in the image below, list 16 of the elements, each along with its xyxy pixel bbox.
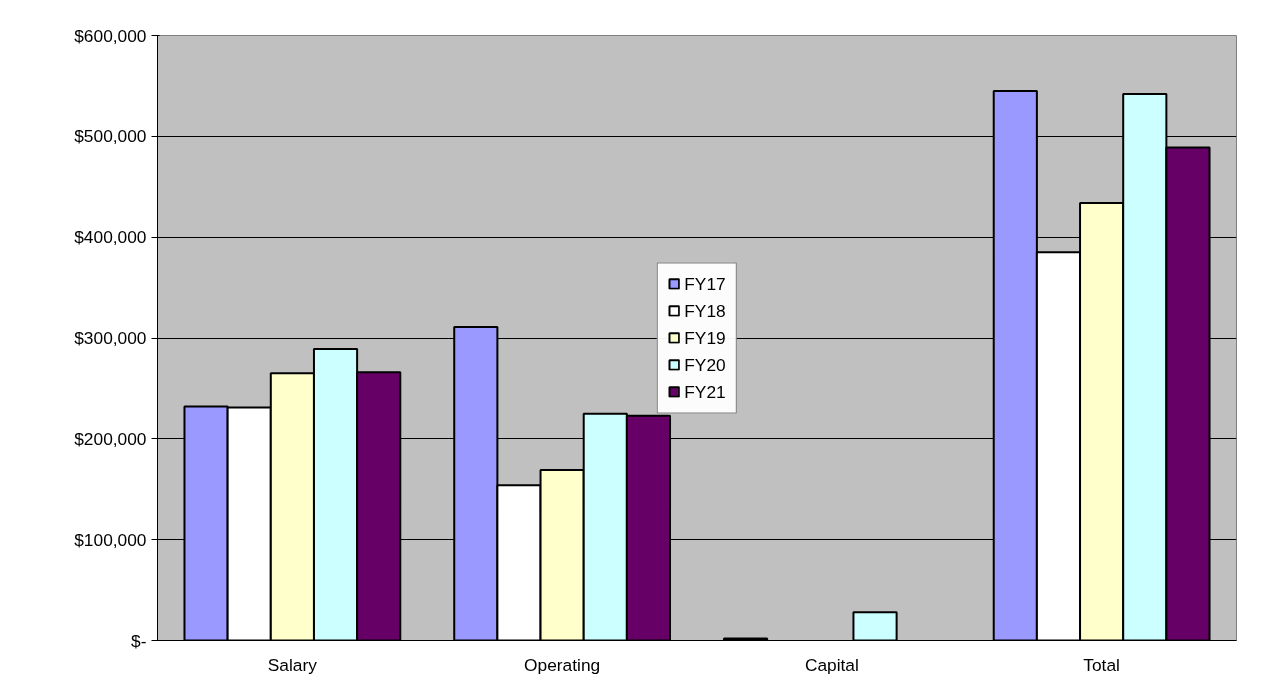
x-tick-label: Capital (804, 654, 859, 675)
y-tick-label: $600,000 (74, 25, 147, 46)
y-tick-label: $400,000 (74, 227, 147, 248)
legend-label: FY17 (684, 273, 726, 294)
y-tick-label: $500,000 (74, 126, 147, 147)
x-tick-label: Salary (267, 654, 318, 675)
y-tick-label: $200,000 (74, 428, 147, 449)
legend-label: FY19 (684, 327, 726, 348)
x-tick-label: Operating (524, 654, 601, 675)
legend-label: FY21 (684, 381, 726, 402)
legend-label: FY20 (684, 354, 726, 375)
y-tick-label: $100,000 (74, 529, 147, 550)
legend-label: FY18 (684, 300, 726, 321)
y-tick-label: $- (131, 630, 147, 651)
y-tick-label: $300,000 (74, 328, 147, 348)
x-tick-label: Total (1083, 654, 1120, 675)
